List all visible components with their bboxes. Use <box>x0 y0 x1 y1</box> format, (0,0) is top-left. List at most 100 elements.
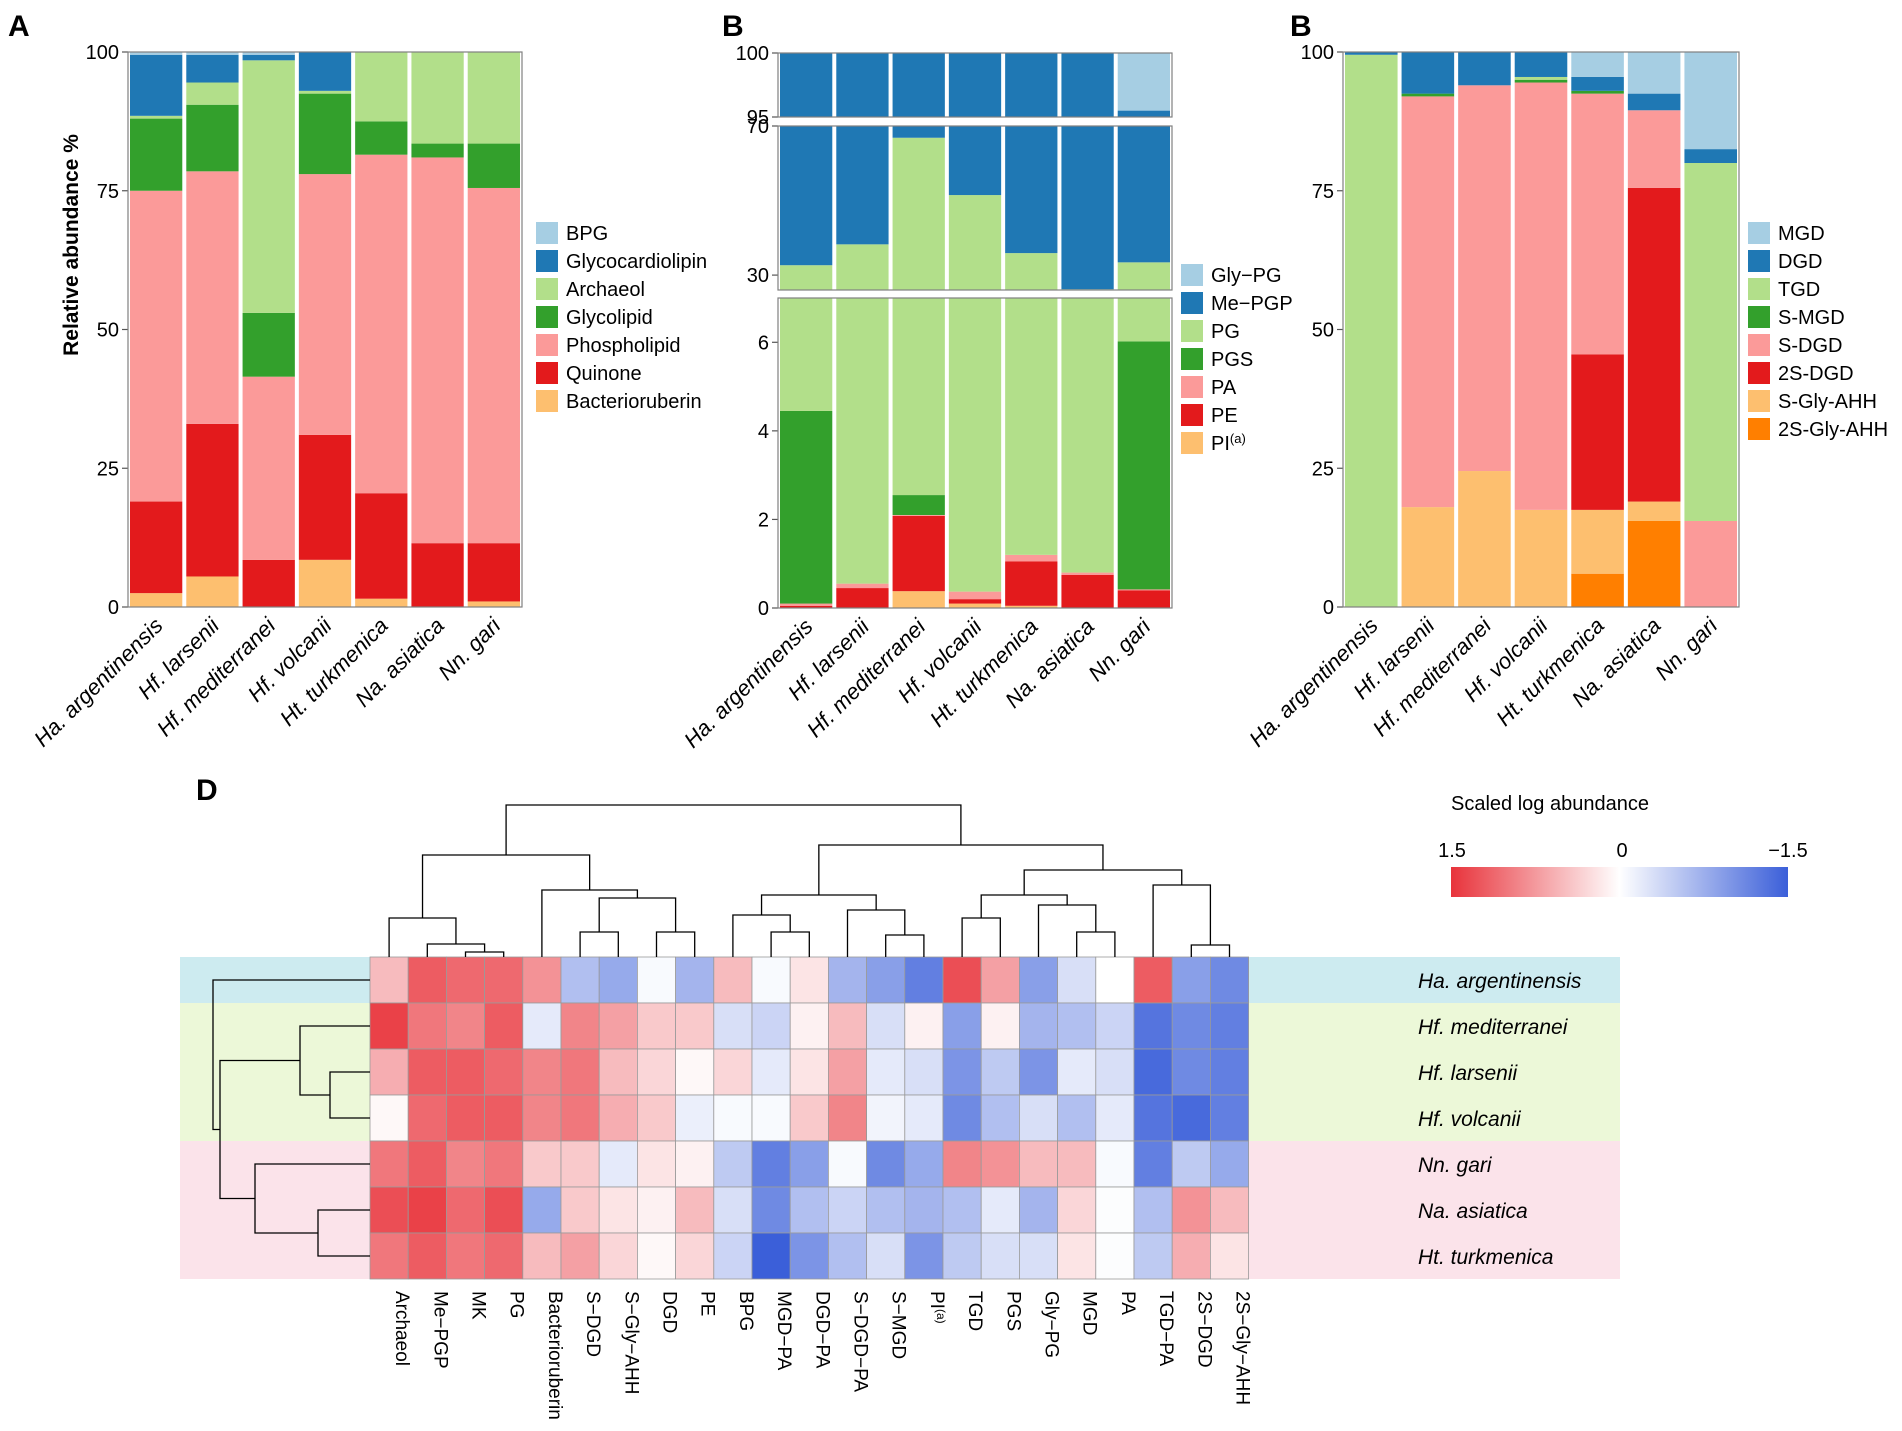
heatmap-cell <box>1095 1002 1135 1050</box>
heatmap-cell <box>789 956 829 1004</box>
heatmap-column-label: PGS <box>1002 1291 1023 1331</box>
heatmap-cell <box>1210 1140 1250 1188</box>
panel-a-legend-swatch-bacterioruberin <box>536 390 558 412</box>
dendrogram-link <box>464 951 505 957</box>
panel-c-bar-2s-gly-ahh <box>1571 573 1624 607</box>
heatmap-cell <box>1171 1002 1211 1050</box>
heatmap-cell <box>1019 1232 1059 1280</box>
panel-b-legend-label-me-pgp: Me−PGP <box>1211 293 1293 315</box>
heatmap-cell <box>1133 1002 1173 1050</box>
heatmap-cell <box>1210 956 1250 1004</box>
heatmap-cell <box>866 1140 906 1188</box>
heatmap-cell <box>445 1048 485 1096</box>
panel-c-ytick-25: 25 <box>1312 458 1334 480</box>
panel-b-bar-pg <box>948 298 1002 592</box>
heatmap-cell <box>560 1232 600 1280</box>
panel-c-bar-mgd <box>1571 52 1624 77</box>
heatmap-cell <box>675 1048 715 1096</box>
heatmap-cell <box>942 1186 982 1234</box>
panel-a-bar-bacterioruberin <box>467 601 520 607</box>
panel-c-legend-swatch-2s-gly-ahh <box>1748 418 1770 440</box>
heatmap-column-label: TGD <box>964 1291 985 1331</box>
panel-b-bar-pe <box>1005 561 1058 606</box>
heatmap-cell <box>1133 1232 1173 1280</box>
panel-a-ytick-50: 50 <box>97 320 119 342</box>
panel-a-bar-glycolipid <box>186 104 239 172</box>
panel-a-legend-swatch-archaeol <box>536 278 558 300</box>
heatmap-cell <box>713 1186 753 1234</box>
heatmap-cell <box>637 1232 677 1280</box>
heatmap-cell <box>713 1094 753 1142</box>
dendrogram-link <box>770 931 810 957</box>
panel-b-category-label: Nn. gari <box>1083 613 1156 686</box>
heatmap-cell <box>369 1232 409 1280</box>
panel-b-legend-label-pgs: PGS <box>1211 349 1253 371</box>
panel-c-legend-label-s-mgd: S-MGD <box>1778 307 1845 329</box>
heatmap-cell <box>1095 1186 1135 1234</box>
colorbar-tick-mid: 0 <box>1616 840 1627 862</box>
panel-a-bar-bpg <box>186 52 239 55</box>
heatmap-column-label: 2S−Gly−AHH <box>1232 1291 1253 1405</box>
heatmap-cell <box>484 1094 524 1142</box>
heatmap-cell <box>904 1094 944 1142</box>
panel-b-bar-me-pgp <box>836 53 889 117</box>
panel-b-bar-me-pgp <box>1005 53 1058 117</box>
heatmap-cell <box>751 1140 791 1188</box>
dendrogram-link <box>961 917 1001 957</box>
heatmap-cell <box>1095 956 1135 1004</box>
heatmap-cell <box>980 1186 1020 1234</box>
heatmap-cell <box>560 1140 600 1188</box>
heatmap-cell <box>484 1232 524 1280</box>
panel-c-legend-label-2s-gly-ahh: 2S-Gly-AHH <box>1778 419 1888 441</box>
panel-c-bar-dgd <box>1345 52 1398 55</box>
dendrogram-link <box>505 804 962 855</box>
panel-a-bar-archaeol <box>411 52 464 144</box>
panel-b-bar-pe <box>1061 574 1114 608</box>
panel-b-bar-me-pgp <box>892 126 945 138</box>
panel-a-bar-glycolipid <box>130 118 183 191</box>
panel-b-bar-me-pgp <box>948 126 1002 196</box>
heatmap-column-label: PG <box>506 1291 527 1318</box>
panel-a-legend: BPG Glycocardiolipin Archaeol Glycolipid Pho… <box>536 222 707 413</box>
panel-a-bar-bacterioruberin <box>355 598 408 607</box>
panel-b-bar-pg <box>1117 298 1170 342</box>
panel-b-bar-pg <box>1005 253 1058 290</box>
panel-c-bar-s-mgd <box>1514 79 1568 83</box>
heatmap-row-label: Hf. mediterranei <box>1418 1016 1569 1039</box>
panel-a-bar-quinone <box>467 543 520 602</box>
heatmap-column-label: S−DGD <box>582 1291 603 1357</box>
heatmap-cell <box>751 1094 791 1142</box>
heatmap-cell <box>560 1048 600 1096</box>
heatmap-cell <box>560 956 600 1004</box>
heatmap-cell <box>980 1232 1020 1280</box>
panel-b-bar-pg <box>780 265 833 290</box>
panel-a: A Relative abundance % 0 25 50 75 100 Ha. ar… <box>8 10 707 752</box>
heatmap-cell <box>789 1186 829 1234</box>
heatmap-cell <box>407 1048 447 1096</box>
panel-b-bar-pi-a <box>892 591 945 608</box>
heatmap-cell <box>522 1048 562 1096</box>
heatmap-row-labels: Ha. argentinensis Hf. mediterranei Hf. lar… <box>1418 970 1582 1269</box>
panel-c-frame <box>1342 51 1740 608</box>
heatmap-cell <box>407 1094 447 1142</box>
heatmap-cell <box>522 1002 562 1050</box>
panel-b-legend-swatch-pgs <box>1181 348 1203 370</box>
panel-b-bar-pe <box>1117 590 1170 608</box>
panel-d: D Archaeol Me−PGP MK PG Bacterioruberin S−DGD… <box>180 774 1808 1420</box>
heatmap-cell <box>1057 1002 1097 1050</box>
heatmap-cell <box>637 1094 677 1142</box>
panel-a-ylabel: Relative abundance % <box>60 134 83 356</box>
panel-c-legend-label-tgd: TGD <box>1778 279 1820 301</box>
panel-b-ytick-0: 0 <box>758 598 769 620</box>
heatmap-cell <box>598 1094 638 1142</box>
heatmap-cell <box>789 1140 829 1188</box>
heatmap-cell <box>751 1048 791 1096</box>
heatmap-cell <box>560 1186 600 1234</box>
panel-b-bar-pg <box>1061 298 1114 573</box>
heatmap-cell <box>484 1048 524 1096</box>
heatmap-cell <box>866 956 906 1004</box>
panel-c-bar-mgd <box>1684 52 1737 150</box>
panel-b-bar-pi-a <box>948 603 1002 608</box>
panel-c-bar-tgd <box>1514 76 1568 80</box>
heatmap-cell <box>866 1002 906 1050</box>
